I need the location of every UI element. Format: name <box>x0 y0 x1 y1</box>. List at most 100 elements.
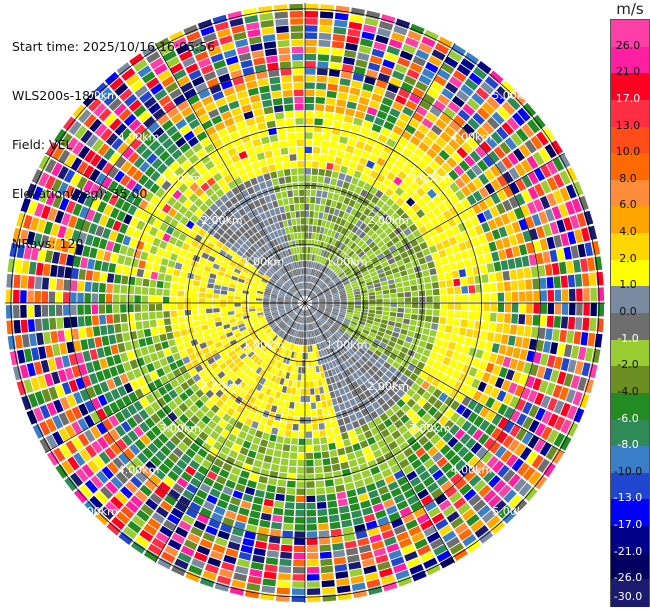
velocity-cell <box>328 245 334 252</box>
velocity-cell <box>422 441 434 452</box>
velocity-cell <box>473 415 484 428</box>
velocity-cell <box>402 464 414 475</box>
velocity-cell <box>353 288 360 293</box>
velocity-cell <box>316 226 321 233</box>
velocity-cell <box>306 566 320 574</box>
velocity-cell <box>177 297 184 303</box>
velocity-cell <box>309 283 313 290</box>
velocity-cell <box>163 281 171 289</box>
velocity-cell <box>261 353 268 361</box>
velocity-cell <box>263 455 273 463</box>
velocity-cell <box>508 167 520 180</box>
velocity-cell <box>123 382 134 394</box>
velocity-cell <box>559 261 567 275</box>
velocity-cell <box>64 266 72 279</box>
velocity-cell <box>275 376 281 384</box>
velocity-cell <box>273 352 280 360</box>
velocity-cell <box>331 352 337 360</box>
velocity-cell <box>323 119 333 127</box>
velocity-cell <box>279 140 288 148</box>
velocity-cell <box>377 422 387 432</box>
velocity-cell <box>419 99 432 111</box>
velocity-cell <box>363 565 377 575</box>
velocity-cell <box>112 457 125 470</box>
velocity-cell <box>240 271 248 277</box>
velocity-cell <box>343 152 353 160</box>
velocity-cell <box>121 407 132 420</box>
velocity-cell <box>392 101 404 112</box>
velocity-cell <box>254 145 264 154</box>
velocity-cell <box>84 500 98 515</box>
velocity-cell <box>553 173 565 188</box>
velocity-cell <box>565 200 576 215</box>
colorbar-segment <box>611 46 649 74</box>
velocity-cell <box>242 345 250 352</box>
velocity-cell <box>411 382 420 392</box>
velocity-cell <box>57 369 68 383</box>
velocity-cell <box>134 304 141 312</box>
velocity-cell <box>332 383 338 391</box>
velocity-cell <box>182 356 191 365</box>
velocity-cell <box>351 510 363 519</box>
velocity-cell <box>391 202 400 212</box>
velocity-cell <box>364 389 372 398</box>
velocity-cell <box>381 337 389 345</box>
velocity-cell <box>500 334 509 345</box>
velocity-cell <box>498 226 508 238</box>
velocity-cell <box>534 423 547 437</box>
velocity-cell <box>233 241 241 250</box>
velocity-cell <box>388 320 395 327</box>
velocity-cell <box>345 316 352 321</box>
velocity-cell <box>541 127 555 142</box>
velocity-cell <box>412 297 419 303</box>
velocity-cell <box>322 242 328 250</box>
velocity-cell <box>30 247 40 261</box>
velocity-cell <box>253 184 261 193</box>
velocity-cell <box>161 192 171 203</box>
velocity-cell <box>119 128 132 141</box>
velocity-cell <box>371 245 379 253</box>
velocity-cell <box>290 394 296 402</box>
velocity-cell <box>384 227 393 235</box>
velocity-cell <box>70 157 83 171</box>
velocity-cell <box>328 507 339 516</box>
velocity-cell <box>323 227 329 235</box>
velocity-cell <box>253 57 266 66</box>
velocity-cell <box>298 359 302 367</box>
velocity-cell <box>306 559 319 567</box>
velocity-cell <box>594 256 603 271</box>
velocity-cell <box>456 64 471 77</box>
velocity-cell <box>213 353 222 361</box>
velocity-cell <box>439 317 447 325</box>
velocity-cell <box>323 385 329 393</box>
velocity-cell <box>275 112 285 120</box>
velocity-cell <box>316 255 320 263</box>
velocity-cell <box>356 456 367 465</box>
velocity-cell <box>435 354 445 363</box>
velocity-cell <box>532 278 540 290</box>
velocity-cell <box>383 303 390 307</box>
velocity-cell <box>173 396 183 406</box>
velocity-cell <box>449 491 462 504</box>
velocity-cell <box>163 296 170 303</box>
velocity-cell <box>310 196 316 204</box>
velocity-cell <box>450 472 463 485</box>
velocity-cell <box>482 155 494 168</box>
velocity-cell <box>362 299 369 303</box>
velocity-cell <box>334 113 344 122</box>
velocity-cell <box>394 142 405 153</box>
velocity-cell <box>397 303 405 308</box>
velocity-cell <box>291 321 296 328</box>
velocity-cell <box>421 380 431 390</box>
velocity-cell <box>492 460 505 474</box>
velocity-cell <box>272 325 279 332</box>
velocity-cell <box>540 303 547 314</box>
velocity-cell <box>271 312 279 316</box>
velocity-cell <box>425 61 439 74</box>
velocity-cell <box>321 580 335 588</box>
velocity-cell <box>242 493 254 503</box>
velocity-cell <box>372 279 380 284</box>
velocity-cell <box>494 216 504 228</box>
velocity-cell <box>227 249 236 257</box>
velocity-cell <box>330 344 336 352</box>
